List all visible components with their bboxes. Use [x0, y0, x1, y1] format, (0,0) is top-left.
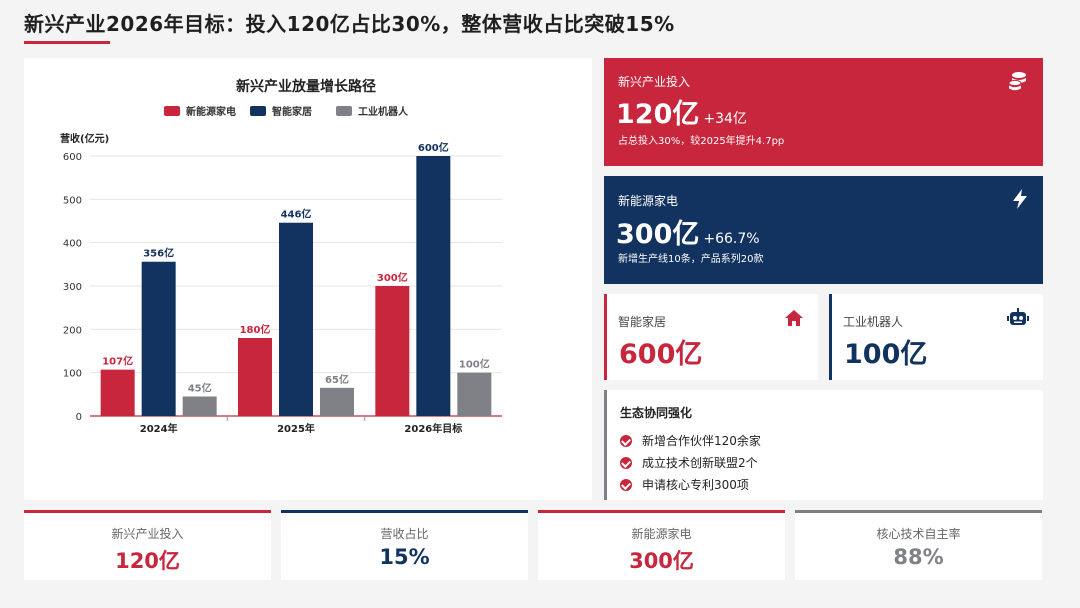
list-item-text: 成立技术创新联盟2个: [642, 456, 758, 470]
stat-topline: [538, 510, 785, 513]
data-label: 45亿: [188, 382, 212, 395]
bar: [375, 286, 410, 416]
stat-card-revenue-share: 营收占比 15%: [281, 510, 528, 580]
energy-delta: +66.7%: [703, 231, 760, 247]
bar: [100, 369, 135, 416]
smarthome-accent-bar: [604, 294, 607, 380]
invest-card-label: 新兴产业投入: [618, 75, 691, 89]
stat-topline: [281, 510, 528, 513]
y-tick-label: 0: [76, 412, 82, 423]
energy-card-note: 新增生产线10条，产品系列20款: [618, 254, 764, 265]
data-label: 446亿: [281, 208, 312, 221]
data-label: 600亿: [418, 141, 449, 154]
legend-label: 智能家居: [272, 105, 312, 118]
x-tick-label: 2025年: [277, 422, 315, 435]
smarthome-card: 智能家居 600亿: [604, 294, 818, 380]
bar: [279, 222, 313, 416]
chart-panel: 新兴产业放量增长路径 新能源家电 智能家居 工业机器人营收(亿元) 0 100 200 300…: [24, 58, 592, 500]
bar: [238, 338, 272, 416]
bar: [416, 156, 451, 416]
y-tick-label: 100: [63, 369, 82, 380]
stat-value: 120亿: [115, 549, 180, 573]
data-label: 107亿: [102, 355, 133, 368]
list-item-text: 新增合作伙伴120余家: [642, 434, 761, 448]
home-icon: [784, 308, 804, 332]
legend-swatch: [250, 106, 266, 116]
stat-card-invest: 新兴产业投入 120亿: [24, 510, 271, 580]
y-tick-label: 500: [63, 195, 82, 206]
stat-label: 营收占比: [380, 527, 429, 541]
page-title: 新兴产业2026年目标：投入120亿占比30%，整体营收占比突破15%: [24, 12, 675, 36]
invest-value: 120亿: [616, 99, 700, 130]
robot-card-label: 工业机器人: [843, 315, 904, 329]
smarthome-card-value: 600亿: [619, 339, 703, 370]
lightning-icon: [1011, 188, 1029, 214]
chart-title: 新兴产业放量增长路径: [236, 78, 376, 95]
energy-card-value: 300亿 +66.7%: [616, 212, 760, 251]
invest-card: 新兴产业投入 120亿 +34亿 占总投入30%，较2025年提升4.7pp: [604, 58, 1043, 166]
data-label: 65亿: [325, 373, 349, 386]
stat-value: 88%: [893, 545, 944, 569]
stat-value: 300亿: [629, 549, 694, 573]
legend-label: 工业机器人: [358, 105, 409, 118]
stat-value: 15%: [379, 545, 430, 569]
y-tick-label: 200: [63, 325, 82, 336]
smarthome-card-label: 智能家居: [618, 315, 667, 329]
energy-card: 新能源家电 300亿 +66.7% 新增生产线10条，产品系列20款: [604, 176, 1043, 284]
energy-card-label: 新能源家电: [618, 194, 679, 208]
robot-icon: [1007, 308, 1029, 332]
stat-card-energy: 新能源家电 300亿: [538, 510, 785, 580]
ecosystem-title: 生态协同强化: [620, 406, 693, 420]
legend-swatch: [336, 106, 352, 116]
robot-card: 工业机器人 100亿: [829, 294, 1043, 380]
stat-label: 新能源家电: [631, 527, 692, 541]
list-item: 新增合作伙伴120余家: [620, 430, 761, 452]
y-tick-label: 300: [63, 282, 82, 293]
stat-card-tech-rate: 核心技术自主率 88%: [795, 510, 1042, 580]
stat-topline: [795, 510, 1042, 513]
invest-card-note: 占总投入30%，较2025年提升4.7pp: [618, 136, 785, 147]
bar: [457, 372, 492, 416]
x-tick-label: 2026年目标: [404, 422, 462, 435]
ecosystem-list: 新增合作伙伴120余家 成立技术创新联盟2个 申请核心专利300项: [620, 430, 761, 496]
bar: [182, 396, 217, 416]
ecosystem-card: 生态协同强化 新增合作伙伴120余家 成立技术创新联盟2个 申请核心专利300项: [604, 390, 1043, 500]
list-item: 成立技术创新联盟2个: [620, 452, 761, 474]
stat-label: 新兴产业投入: [111, 527, 184, 541]
stat-topline: [24, 510, 271, 513]
list-item: 申请核心专利300项: [620, 474, 761, 496]
data-label: 356亿: [143, 247, 174, 260]
invest-card-value: 120亿 +34亿: [616, 92, 747, 131]
legend-label: 新能源家电: [186, 105, 236, 118]
x-tick-label: 2024年: [140, 422, 178, 435]
bar: [141, 261, 176, 416]
robot-accent-bar: [829, 294, 832, 380]
stat-label: 核心技术自主率: [876, 527, 961, 541]
y-axis-label: 营收(亿元): [60, 132, 109, 145]
robot-card-value: 100亿: [844, 339, 928, 370]
check-circle-icon: [620, 479, 632, 491]
y-tick-label: 600: [63, 152, 82, 163]
ecosystem-accent-bar: [604, 390, 607, 500]
energy-value: 300亿: [616, 219, 700, 250]
title-underline: [24, 41, 110, 44]
data-label: 300亿: [377, 271, 408, 284]
list-item-text: 申请核心专利300项: [642, 478, 749, 492]
coins-icon: [1007, 70, 1029, 96]
legend-swatch: [164, 106, 180, 116]
data-label: 100亿: [459, 358, 490, 371]
data-label: 180亿: [240, 323, 271, 336]
check-circle-icon: [620, 435, 632, 447]
invest-delta: +34亿: [703, 111, 747, 127]
y-tick-label: 400: [63, 239, 82, 250]
bar: [320, 387, 354, 416]
check-circle-icon: [620, 457, 632, 469]
